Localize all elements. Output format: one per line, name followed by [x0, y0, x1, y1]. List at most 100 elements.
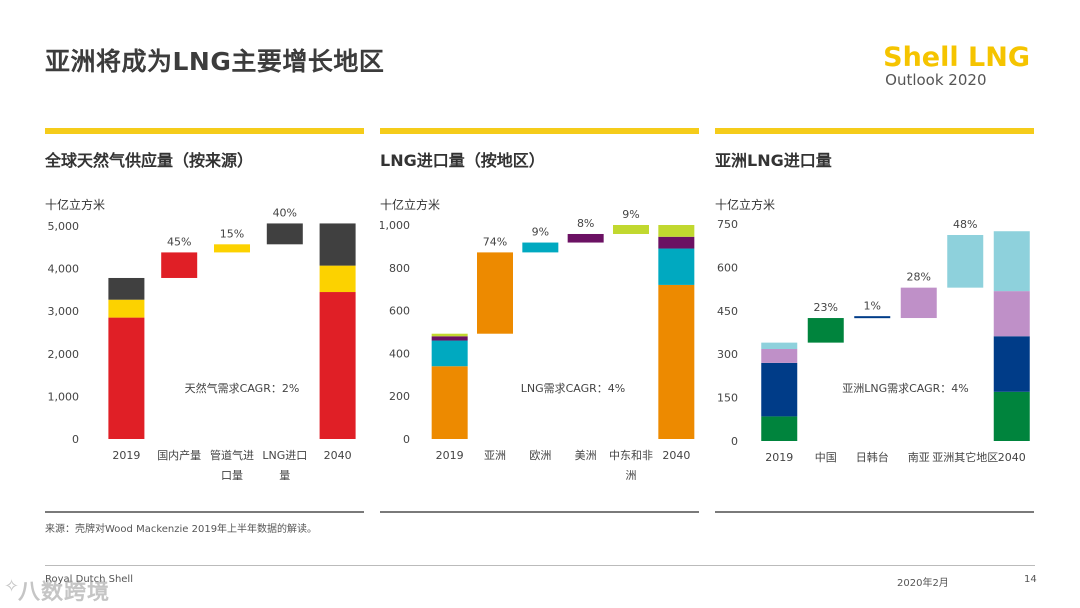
- bar-segment-purple: [431, 336, 468, 341]
- y-tick-label: 400: [389, 347, 410, 360]
- bar-data-label: 45%: [167, 235, 191, 248]
- bar-segment-lightblue: [761, 342, 798, 349]
- y-tick-label: 3,000: [48, 305, 80, 318]
- watermark-icon: ✧: [4, 576, 20, 597]
- bar-data-label: 48%: [953, 218, 977, 231]
- bar-segment-dark: [319, 223, 356, 266]
- bar-segment-navy: [854, 316, 891, 319]
- panel-top-bar: [715, 128, 1034, 134]
- bar-segment-lightblue: [947, 234, 984, 288]
- bar-segment-dark: [108, 277, 145, 300]
- panel-title: 亚洲LNG进口量: [715, 151, 832, 170]
- bar-segment-teal: [522, 242, 559, 253]
- panel-title: 全球天然气供应量（按来源）: [45, 151, 254, 170]
- bar-data-label: 40%: [273, 206, 297, 219]
- x-category-label: LNG进口: [262, 449, 307, 462]
- footer-divider: [45, 565, 1035, 566]
- bar-segment-lilac: [993, 291, 1030, 337]
- x-category-label: 亚洲其它地区: [932, 450, 998, 464]
- x-category-label: 国内产量: [157, 448, 201, 462]
- y-tick-label: 5,000: [48, 220, 80, 233]
- brand-subtitle: Outlook 2020: [885, 71, 987, 89]
- bar-data-label: 28%: [907, 271, 931, 284]
- panel-title: LNG进口量（按地区）: [380, 151, 545, 170]
- panel-bottom-bar: [715, 511, 1034, 513]
- y-tick-label: 300: [717, 348, 738, 361]
- y-tick-label: 1,000: [48, 390, 80, 403]
- x-category-label: 2019: [112, 449, 140, 462]
- chart-panel-lng-imports-by-region: LNG进口量（按地区） 十亿立方米 0 200 400 600 800 1,000 74% 9%…: [380, 128, 699, 513]
- brand-logo: Shell LNG Outlook 2020: [883, 42, 1030, 89]
- bar-segment-dark: [266, 223, 303, 245]
- y-tick-label: 0: [731, 435, 738, 448]
- bar-segment-navy: [761, 362, 798, 417]
- panel-top-bar: [45, 128, 364, 134]
- x-category-label: 量: [279, 469, 290, 482]
- bar-segment-lightblue: [993, 231, 1030, 292]
- y-tick-label: 4,000: [48, 263, 80, 276]
- x-category-label: 中国: [815, 451, 837, 464]
- bar-segment-green: [993, 391, 1030, 441]
- bar-segment-lilac: [900, 287, 937, 319]
- bar-segment-green: [807, 318, 844, 343]
- bar-segment-teal: [658, 248, 695, 285]
- bar-segment-purple: [567, 233, 604, 243]
- y-axis-unit-label: 十亿立方米: [715, 197, 775, 212]
- x-category-label: 南亚: [908, 451, 930, 464]
- bar-segment-yellow: [214, 244, 250, 253]
- bar-segment-red: [161, 252, 198, 278]
- bar-data-label: 9%: [622, 208, 639, 221]
- page-title: 亚洲将成为LNG主要增长地区: [45, 47, 385, 76]
- company-name: Royal Dutch Shell: [45, 574, 133, 585]
- chart-asia-lng-imports: 十亿立方米 0 150 300 450 600 750 23% 1% 28% 48% 2019 中国 日韩…: [715, 197, 1030, 464]
- bar-data-label: 1%: [864, 299, 881, 312]
- bar-segment-teal: [431, 340, 468, 367]
- footer-date: 2020年2月: [897, 578, 949, 589]
- y-tick-label: 600: [717, 261, 738, 274]
- chart-lng-imports-by-region: 十亿立方米 0 200 400 600 800 1,000 74% 9% 8% 9% 2019 亚洲 欧洲…: [380, 197, 695, 482]
- bar-segment-lime: [431, 333, 468, 337]
- x-category-label: 2019: [436, 449, 464, 462]
- x-category-label: 2040: [324, 449, 352, 462]
- chart-panel-global-gas-supply: 全球天然气供应量（按来源） 十亿立方米 0 1,000 2,000 3,000 4,000…: [45, 128, 364, 513]
- watermark-text: 八数跨境: [18, 580, 111, 605]
- cagr-annotation: LNG需求CAGR：4%: [521, 382, 626, 395]
- cagr-annotation: 天然气需求CAGR：2%: [185, 381, 300, 395]
- y-tick-label: 200: [389, 390, 410, 403]
- bar-segment-lime: [658, 225, 695, 237]
- bar-segment-lilac: [761, 348, 798, 363]
- bar-segment-purple: [658, 236, 695, 249]
- chart-global-gas-supply: 十亿立方米 0 1,000 2,000 3,000 4,000 5,000 45% 15% 40%…: [45, 197, 356, 482]
- x-category-label: 洲: [626, 469, 637, 482]
- panel-bottom-bar: [45, 511, 364, 513]
- x-category-label: 2040: [662, 449, 690, 462]
- bar-data-label: 9%: [532, 226, 549, 239]
- bar-segment-red: [108, 317, 145, 439]
- bar-data-label: 23%: [814, 301, 838, 314]
- x-category-label: 2019: [765, 451, 793, 464]
- y-tick-label: 1,000: [380, 219, 410, 232]
- y-axis-unit-label: 十亿立方米: [380, 197, 440, 212]
- x-category-label: 日韩台: [856, 450, 889, 464]
- x-category-label: 欧洲: [529, 449, 551, 462]
- bar-segment-lime: [613, 225, 649, 234]
- chart-panel-asia-lng-imports: 亚洲LNG进口量 十亿立方米 0 150 300 450 600 750 23% 1% 28% 48…: [715, 128, 1034, 513]
- source-note: 来源：壳牌对Wood Mackenzie 2019年上半年数据的解读。: [45, 524, 318, 535]
- bar-segment-orange: [658, 284, 695, 439]
- cagr-annotation: 亚洲LNG需求CAGR：4%: [842, 382, 969, 395]
- y-tick-label: 600: [389, 305, 410, 318]
- bar-segment-yellow: [319, 265, 356, 293]
- bar-segment-navy: [993, 336, 1030, 392]
- y-axis-unit-label: 十亿立方米: [45, 197, 105, 212]
- bar-data-label: 74%: [483, 235, 507, 248]
- x-category-label: 中东和非: [609, 449, 653, 462]
- x-category-label: 管道气进: [210, 448, 254, 462]
- x-category-label: 口量: [221, 469, 243, 482]
- y-tick-label: 450: [717, 305, 738, 318]
- y-tick-label: 0: [403, 433, 410, 446]
- y-tick-label: 2,000: [48, 348, 80, 361]
- bar-data-label: 8%: [577, 217, 594, 230]
- x-category-label: 美洲: [575, 449, 597, 462]
- brand-name: Shell LNG: [883, 42, 1030, 73]
- y-tick-label: 150: [717, 392, 738, 405]
